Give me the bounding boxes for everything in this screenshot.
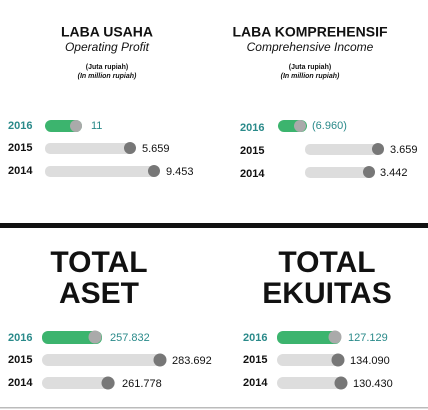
knob xyxy=(372,143,384,155)
title: TOTAL xyxy=(278,246,375,279)
bar xyxy=(45,143,135,154)
value: 9.453 xyxy=(166,166,194,178)
value: 130.430 xyxy=(353,378,393,390)
title: LABA KOMPREHENSIF xyxy=(232,24,387,40)
value: 261.778 xyxy=(122,378,162,390)
year: 2014 xyxy=(243,377,268,389)
divider xyxy=(0,223,428,228)
bar xyxy=(305,167,375,178)
year: 2015 xyxy=(240,145,264,157)
year: 2015 xyxy=(8,354,32,366)
subtitle: Comprehensive Income xyxy=(247,40,374,54)
value: 3.442 xyxy=(380,167,408,179)
knob xyxy=(294,120,306,132)
knob xyxy=(331,353,345,367)
year: 2014 xyxy=(8,377,33,389)
knob xyxy=(148,165,160,177)
bar xyxy=(305,144,384,155)
knob xyxy=(88,330,102,344)
knob xyxy=(363,166,375,178)
bar xyxy=(42,377,115,389)
value: 134.090 xyxy=(350,355,390,367)
bar xyxy=(45,166,159,177)
bar xyxy=(277,354,343,366)
bar xyxy=(42,354,166,366)
unit: (Juta rupiah) xyxy=(289,64,331,71)
bar xyxy=(277,331,341,344)
knob xyxy=(101,376,115,390)
unit: (Juta rupiah) xyxy=(86,64,128,71)
year: 2016 xyxy=(8,332,32,344)
year: 2014 xyxy=(240,168,265,180)
year: 2014 xyxy=(8,165,33,177)
title: LABA USAHA xyxy=(61,24,153,40)
title: ASET xyxy=(59,277,139,310)
unit-en: (In million rupiah) xyxy=(281,73,340,80)
value: 11 xyxy=(91,120,102,132)
knob xyxy=(124,142,136,154)
title: TOTAL xyxy=(50,246,147,279)
bar xyxy=(42,331,102,344)
value: 283.692 xyxy=(172,355,212,367)
value: 127.129 xyxy=(348,332,388,344)
unit-en: (In million rupiah) xyxy=(78,73,137,80)
knob xyxy=(153,353,167,367)
year: 2015 xyxy=(8,142,32,154)
value: (6.960) xyxy=(312,120,347,132)
bottom-rule xyxy=(0,407,428,409)
subtitle: Operating Profit xyxy=(65,40,150,54)
year: 2015 xyxy=(243,354,267,366)
value: 257.832 xyxy=(110,332,150,344)
value: 5.659 xyxy=(142,143,170,155)
year: 2016 xyxy=(8,120,32,132)
year: 2016 xyxy=(240,122,264,134)
knob xyxy=(334,376,348,390)
knob xyxy=(328,330,342,344)
bar xyxy=(277,377,346,389)
value: 3.659 xyxy=(390,144,418,156)
year: 2016 xyxy=(243,332,267,344)
title: EKUITAS xyxy=(262,277,391,310)
knob xyxy=(70,120,82,132)
